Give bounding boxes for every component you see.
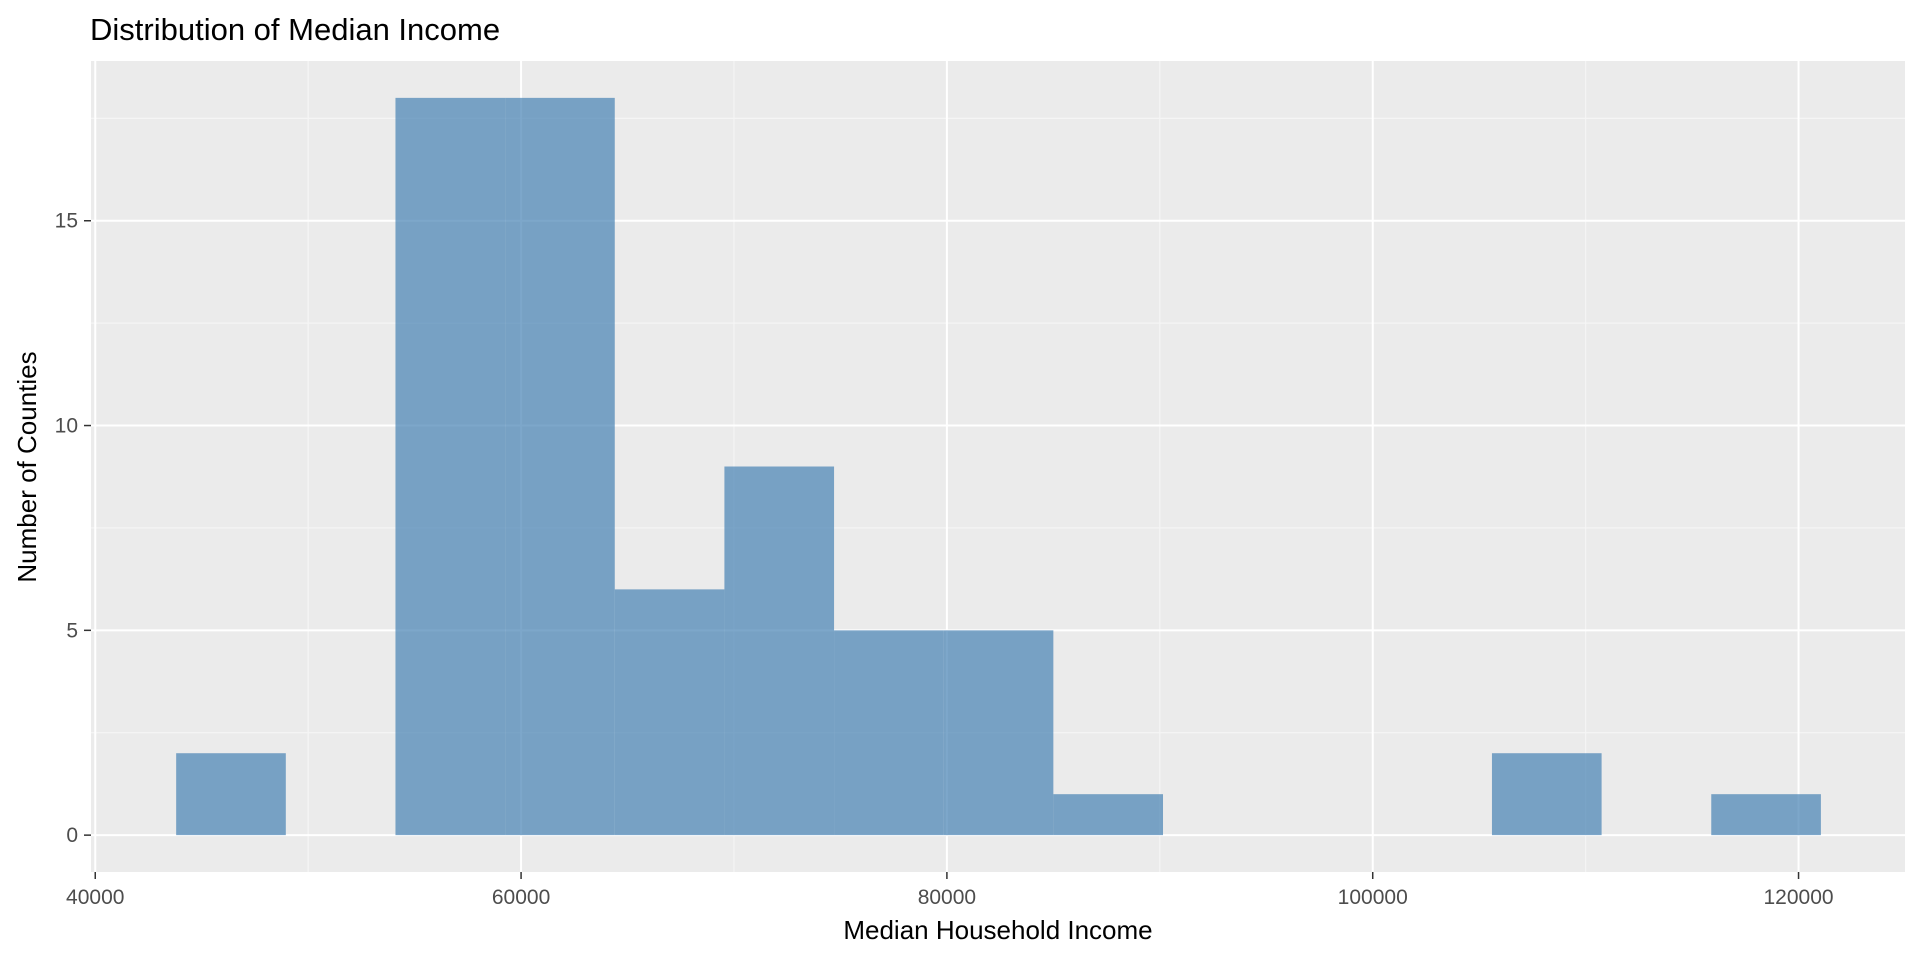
histogram-bar bbox=[1053, 794, 1164, 836]
x-tick-label: 40000 bbox=[66, 886, 124, 909]
histogram-bar bbox=[395, 97, 506, 836]
histogram-bar bbox=[614, 589, 725, 836]
chart-title: Distribution of Median Income bbox=[90, 12, 500, 47]
x-tick-label: 100000 bbox=[1338, 886, 1408, 909]
x-tick-label: 60000 bbox=[492, 886, 550, 909]
y-tick-label: 0 bbox=[66, 824, 78, 847]
y-axis: 0 5 10 15 bbox=[55, 210, 91, 847]
histogram-bar bbox=[943, 630, 1054, 836]
x-axis: 40000 60000 80000 100000 120000 bbox=[66, 872, 1834, 909]
y-tick-label: 15 bbox=[55, 210, 78, 233]
histogram-bar bbox=[505, 97, 615, 836]
histogram-bar bbox=[834, 630, 944, 836]
x-tick-label: 80000 bbox=[918, 886, 976, 909]
y-tick-label: 5 bbox=[66, 619, 78, 642]
y-tick-label: 10 bbox=[55, 415, 78, 438]
histogram-bar bbox=[176, 753, 286, 836]
x-tick-label: 120000 bbox=[1764, 886, 1834, 909]
histogram-bars bbox=[176, 97, 1821, 836]
y-axis-title: Number of Counties bbox=[12, 351, 42, 582]
histogram-bar bbox=[1491, 753, 1602, 836]
histogram-bar bbox=[1711, 794, 1821, 836]
histogram-bar bbox=[724, 466, 835, 836]
x-axis-title: Median Household Income bbox=[843, 915, 1152, 945]
